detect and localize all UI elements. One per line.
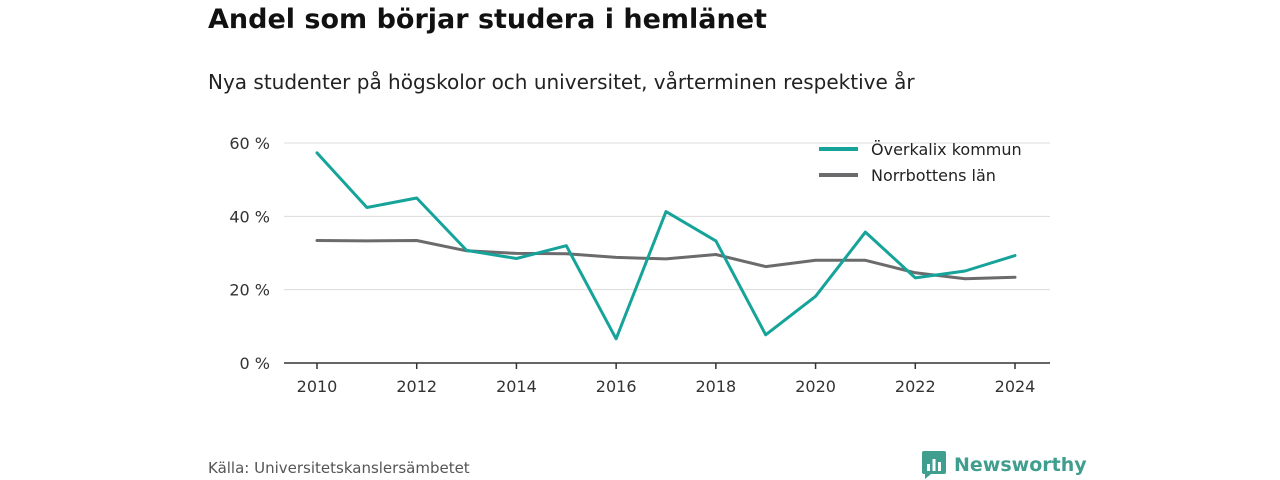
brand-logo: Newsworthy [921,450,1087,480]
y-axis-ticks: 0 % 20 % 40 % 60 % [229,134,270,373]
chart-title: Andel som börjar studera i hemlänet [208,4,767,35]
series-line-1 [315,151,1017,341]
x-tick-label: 2018 [695,377,736,396]
x-tick-label: 2014 [496,377,537,396]
y-tick-label: 20 % [229,281,270,300]
y-tick-label: 60 % [229,134,270,153]
x-tick-label: 2020 [795,377,836,396]
legend: Överkalix kommun Norrbottens län [819,140,1022,185]
y-tick-label: 0 % [240,354,270,373]
series-lines [315,151,1017,341]
gridlines [284,142,1050,291]
y-tick-label: 40 % [229,207,270,226]
legend-label: Norrbottens län [871,166,996,185]
x-axis-ticks: 2010 2012 2014 2016 2018 2020 2022 2024 [297,363,1036,396]
legend-label: Överkalix kommun [871,140,1022,159]
series-line-2 [315,239,1017,281]
bar-chart-icon [922,451,946,479]
x-tick-label: 2022 [895,377,936,396]
brand-name: Newsworthy [954,454,1087,476]
x-tick-label: 2010 [297,377,338,396]
x-tick-label: 2024 [995,377,1036,396]
x-tick-label: 2012 [396,377,437,396]
x-tick-label: 2016 [596,377,637,396]
source-note: Källa: Universitetskanslersämbetet [208,459,470,477]
chart-subtitle: Nya studenter på högskolor och universit… [208,70,915,94]
